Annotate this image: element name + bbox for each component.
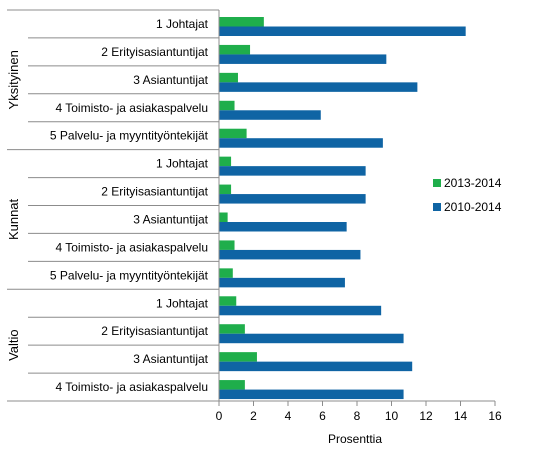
bar-2013-2014-3 bbox=[219, 72, 238, 83]
category-label: 2 Erityisasiantuntijat bbox=[101, 324, 208, 338]
bar-2013-2014-12 bbox=[219, 324, 245, 334]
bar-2010-2014-7 bbox=[219, 194, 366, 204]
category-label: 3 Asiantuntijat bbox=[133, 352, 208, 366]
category-label: 2 Erityisasiantuntijat bbox=[101, 185, 208, 199]
x-tick-label: 16 bbox=[488, 409, 502, 423]
x-tick-label: 14 bbox=[454, 409, 468, 423]
x-axis: 0 2 4 6 8 10 12 14 16 bbox=[216, 10, 502, 423]
group-label: Yksityinen bbox=[6, 50, 21, 109]
category-label: 4 Toimisto- ja asiakaspalvelu bbox=[55, 101, 208, 115]
plot-area bbox=[219, 17, 466, 400]
bar-2013-2014-2 bbox=[219, 44, 251, 55]
legend-swatch bbox=[433, 203, 441, 211]
bar-2010-2014-3 bbox=[219, 82, 418, 92]
category-labels: 1 Johtajat 2 Erityisasiantuntijat 3 Asiant… bbox=[6, 9, 219, 402]
group-label: Valtio bbox=[6, 329, 21, 361]
category-label: 3 Asiantuntijat bbox=[133, 73, 208, 87]
category-label: 1 Johtajat bbox=[156, 157, 209, 171]
bar-2013-2014-10 bbox=[219, 268, 233, 278]
category-label: 4 Toimisto- ja asiakaspalvelu bbox=[55, 380, 208, 394]
bar-2010-2014-12 bbox=[219, 333, 404, 344]
x-tick-label: 8 bbox=[354, 409, 361, 423]
bar-2013-2014-4 bbox=[219, 100, 235, 111]
x-tick-label: 4 bbox=[285, 409, 292, 423]
bar-2010-2014-11 bbox=[219, 305, 382, 316]
group-label: Kunnat bbox=[6, 198, 21, 240]
category-label: 1 Johtajat bbox=[156, 296, 209, 310]
category-label: 5 Palvelu- ja myyntityöntekijät bbox=[50, 268, 209, 282]
bar-2013-2014-8 bbox=[219, 212, 228, 222]
bar-2013-2014-13 bbox=[219, 352, 257, 362]
category-label: 4 Toimisto- ja asiakaspalvelu bbox=[55, 240, 208, 254]
category-label: 5 Palvelu- ja myyntityöntekijät bbox=[50, 129, 209, 143]
legend-swatch bbox=[433, 179, 441, 187]
bar-2013-2014-6 bbox=[219, 156, 232, 167]
bar-2010-2014-4 bbox=[219, 110, 321, 120]
category-label: 3 Asiantuntijat bbox=[133, 212, 208, 226]
bar-2013-2014-5 bbox=[219, 128, 247, 139]
bar-2013-2014-9 bbox=[219, 240, 235, 250]
x-tick-label: 2 bbox=[250, 409, 257, 423]
bar-2010-2014-1 bbox=[219, 26, 466, 36]
bar-2010-2014-8 bbox=[219, 222, 347, 232]
bar-2010-2014-14 bbox=[219, 389, 404, 400]
bar-2010-2014-6 bbox=[219, 166, 366, 176]
category-label: 1 Johtajat bbox=[156, 17, 209, 31]
x-tick-label: 10 bbox=[385, 409, 399, 423]
x-axis-title: Prosenttia bbox=[328, 432, 382, 446]
bar-2010-2014-2 bbox=[219, 54, 387, 64]
bar-2010-2014-9 bbox=[219, 249, 361, 260]
category-label: 2 Erityisasiantuntijat bbox=[101, 45, 208, 59]
bar-2013-2014-14 bbox=[219, 380, 245, 390]
legend: 2013-2014 2010-2014 bbox=[433, 176, 502, 214]
x-tick-label: 12 bbox=[419, 409, 433, 423]
bar-2010-2014-13 bbox=[219, 361, 413, 372]
legend-label: 2010-2014 bbox=[444, 200, 502, 214]
bar-2010-2014-10 bbox=[219, 277, 345, 288]
x-tick-label: 6 bbox=[319, 409, 326, 423]
bar-2013-2014-1 bbox=[219, 17, 264, 27]
x-tick-label: 0 bbox=[216, 409, 223, 423]
bar-2010-2014-5 bbox=[219, 138, 383, 148]
legend-label: 2013-2014 bbox=[444, 176, 502, 190]
bar-2013-2014-11 bbox=[219, 296, 237, 306]
bar-2013-2014-7 bbox=[219, 184, 232, 195]
